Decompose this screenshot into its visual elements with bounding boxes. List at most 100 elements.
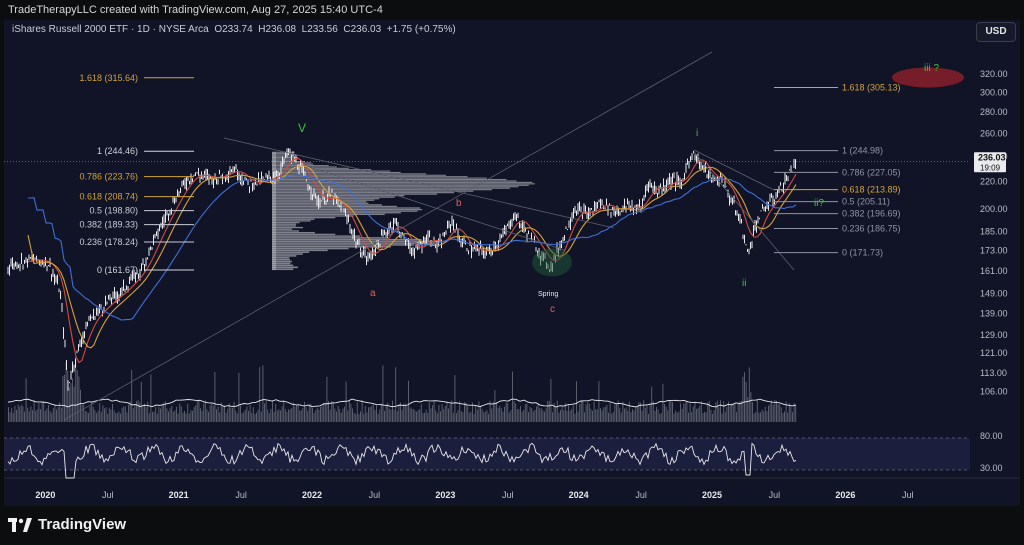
volume-bar xyxy=(412,408,414,422)
volume-bar xyxy=(281,406,283,422)
volume-bar xyxy=(499,405,501,422)
volume-profile-bar xyxy=(272,212,401,214)
time-axis-label: Jul xyxy=(902,490,914,500)
chart-area[interactable]: 320.00300.00280.00260.00240.00220.00200.… xyxy=(4,20,1020,506)
volume-bar xyxy=(72,378,73,422)
time-axis-label: Jul xyxy=(769,490,781,500)
rsi-line xyxy=(7,442,797,479)
volume-bar xyxy=(350,403,352,422)
current-price-label: 236.03 xyxy=(978,152,1006,162)
tradingview-logo-icon xyxy=(8,517,32,532)
volume-bar xyxy=(252,407,254,422)
volume-bar xyxy=(140,381,142,422)
tradingview-logo[interactable]: TradingView xyxy=(8,516,126,533)
volume-bar xyxy=(52,408,54,422)
volume-bar xyxy=(728,401,729,422)
volume-profile-bar xyxy=(272,161,305,163)
volume-bar xyxy=(22,406,24,422)
volume-bar xyxy=(678,411,680,422)
volume-bar xyxy=(512,371,513,422)
volume-bar xyxy=(564,403,566,422)
volume-bar xyxy=(168,411,169,422)
volume-profile-bar xyxy=(272,173,427,175)
volume-bar xyxy=(265,401,267,422)
spring-highlight xyxy=(532,248,572,277)
volume-bar xyxy=(457,410,459,422)
volume-bar xyxy=(120,413,121,422)
volume-bar xyxy=(396,411,398,422)
volume-bar xyxy=(721,413,723,422)
volume-bar xyxy=(147,401,149,422)
volume-bar xyxy=(75,356,77,422)
volume-profile-bar xyxy=(272,205,397,208)
volume-bar xyxy=(540,408,542,422)
volume-bar xyxy=(406,405,408,422)
volume-bar xyxy=(470,411,472,422)
close-value: 236.03 xyxy=(350,24,382,35)
volume-profile-bar xyxy=(272,247,349,250)
volume-profile-bar xyxy=(272,157,298,159)
fib-right-label: 1 (244.98) xyxy=(842,146,883,156)
volume-bar xyxy=(158,406,160,422)
volume-profile-bar xyxy=(272,155,295,157)
volume-bar xyxy=(584,412,585,422)
volume-bar xyxy=(110,409,112,422)
volume-bar xyxy=(592,410,593,422)
volume-bar xyxy=(337,405,339,422)
fib-left-label: 0 (161.67) xyxy=(97,265,138,275)
wave-label-iii-question: iii ? xyxy=(924,63,939,74)
volume-bar xyxy=(484,411,486,422)
volume-bar xyxy=(96,413,97,422)
volume-bar xyxy=(92,407,94,422)
volume-bar xyxy=(580,400,582,422)
volume-bar xyxy=(334,408,336,422)
volume-bar xyxy=(638,402,640,422)
volume-bar xyxy=(230,407,232,422)
volume-bar xyxy=(430,408,432,422)
volume-bar xyxy=(126,412,128,422)
volume-bar xyxy=(608,412,609,422)
volume-bar xyxy=(152,411,153,422)
volume-bar xyxy=(256,412,257,422)
volume-bar xyxy=(619,407,621,422)
candles xyxy=(7,148,796,391)
volume-bar xyxy=(448,408,449,422)
time-axis-label: 2021 xyxy=(169,490,189,500)
volume-bar xyxy=(632,409,633,422)
volume-bar xyxy=(94,410,96,422)
volume-bar xyxy=(779,404,781,422)
volume-bar xyxy=(425,409,427,422)
volume-bar xyxy=(508,412,510,422)
volume-bar xyxy=(585,404,587,422)
volume-profile-bar xyxy=(272,171,401,174)
volume-bars xyxy=(8,356,797,422)
volume-bar xyxy=(121,407,123,422)
volume-bar xyxy=(774,400,776,422)
wave-iii-highlight xyxy=(892,67,964,88)
volume-bar xyxy=(758,412,760,422)
volume-bar xyxy=(124,406,126,422)
volume-bar xyxy=(624,408,625,422)
volume-bar xyxy=(553,402,555,422)
volume-profile-bar xyxy=(272,233,336,236)
volume-profile-bar xyxy=(272,198,380,200)
volume-bar xyxy=(342,408,344,422)
chart-canvas[interactable]: 320.00300.00280.00260.00240.00220.00200.… xyxy=(4,20,1020,506)
volume-bar xyxy=(388,408,390,422)
volume-bar xyxy=(251,412,253,422)
price-tick-label: 113.00 xyxy=(980,368,1007,378)
attribution-header: TradeTherapyLLC created with TradingView… xyxy=(0,0,1024,20)
volume-bar xyxy=(296,404,297,422)
currency-button[interactable]: USD xyxy=(976,22,1016,42)
volume-bar xyxy=(513,400,515,422)
volume-bar xyxy=(601,410,603,422)
volume-bar xyxy=(518,409,520,422)
volume-bar xyxy=(785,401,787,422)
volume-bar xyxy=(105,407,107,422)
open-label: O xyxy=(214,24,223,35)
volume-bar xyxy=(280,410,281,422)
volume-profile xyxy=(272,151,535,271)
volume-bar xyxy=(590,409,592,422)
fib-left-label: 0.5 (198.80) xyxy=(89,206,138,216)
wave-label-c: c xyxy=(550,304,555,315)
